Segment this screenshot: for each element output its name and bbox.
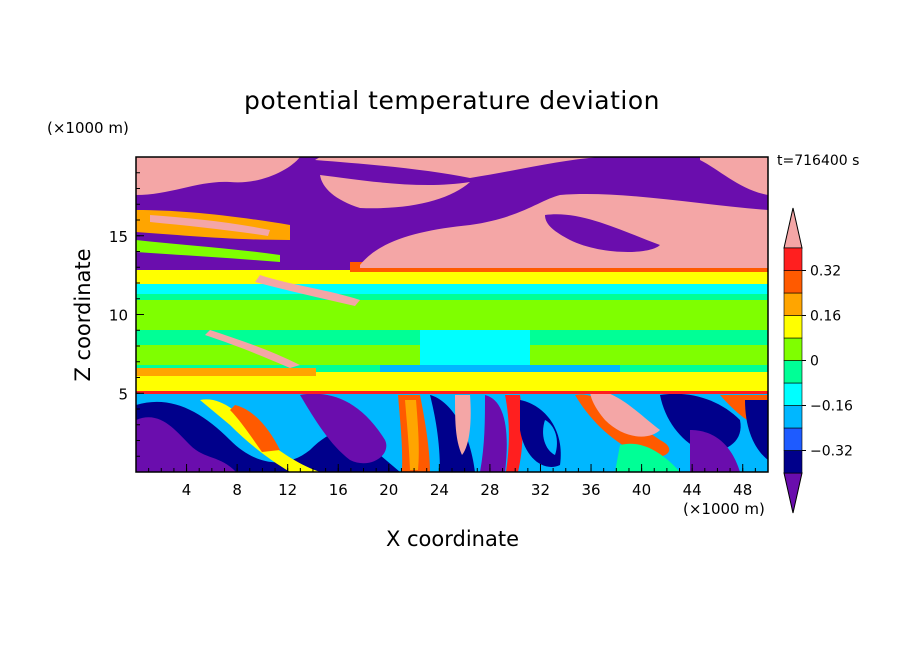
colorbar-label: −0.32: [810, 444, 853, 460]
colorbar-swatch: [783, 247, 803, 271]
lower-blob: [480, 395, 507, 472]
x-tick-label: 4: [182, 481, 192, 499]
field-layer: [136, 157, 768, 472]
colorbar-swatch: [783, 315, 803, 339]
lower-blob: [615, 443, 680, 472]
colorbar-min-arrow: [783, 472, 803, 514]
middle-band: [136, 368, 316, 376]
colorbar-swatch: [783, 405, 803, 429]
x-tick-label: 16: [329, 481, 348, 499]
x-tick-label: 28: [480, 481, 499, 499]
time-label: t=716400 s: [777, 153, 860, 169]
x-tick-label: 48: [733, 481, 752, 499]
lower-blob: [745, 400, 768, 460]
lower-blob: [455, 395, 471, 455]
upper-warm: [136, 157, 300, 195]
x-tick-label: 12: [278, 481, 297, 499]
colorbar-swatch: [783, 270, 803, 294]
lower-blob: [430, 395, 475, 472]
x-tick-label: 36: [581, 481, 600, 499]
colorbar-swatch: [783, 382, 803, 406]
lower-blob: [136, 417, 236, 472]
colorbar-label: 0.32: [810, 264, 841, 280]
middle-streak: [255, 275, 360, 306]
middle-band: [136, 300, 768, 330]
lower-blob: [690, 430, 740, 472]
interface-band: [136, 388, 768, 393]
colorbar-label: 0.16: [810, 309, 841, 325]
x-axis-label: X coordinate: [385, 527, 520, 551]
chart-title: potential temperature deviation: [244, 86, 660, 115]
y-tick-label: 10: [109, 307, 128, 325]
lower-blob: [300, 393, 387, 464]
upper-warm: [315, 157, 600, 178]
y-tick-label: 15: [109, 228, 128, 246]
upper-band: [150, 215, 270, 236]
x-tick-label: 24: [430, 481, 449, 499]
lower-blob: [543, 420, 557, 455]
lower-blob: [660, 393, 741, 452]
x-tick-label: 32: [531, 481, 550, 499]
x-axis-unit: (×1000 m): [683, 500, 765, 518]
colorbar-label: −0.16: [810, 399, 853, 415]
lower-blob: [505, 395, 523, 472]
x-tick-label: 8: [232, 481, 242, 499]
x-axis: 4 8 12 16 20 24 28 32 36 40 44 48: [148, 464, 756, 499]
y-tick-label: 5: [118, 385, 128, 403]
y-axis: 5 10 15: [109, 172, 144, 457]
x-tick-label: 20: [379, 481, 398, 499]
middle-pocket: [420, 330, 530, 365]
colorbar-swatch: [783, 292, 803, 316]
colorbar-label: 0: [810, 354, 819, 370]
lower-blob: [230, 405, 280, 452]
colorbar-max-arrow: [783, 207, 803, 249]
upper-cold: [545, 214, 660, 252]
colorbar-swatch: [783, 450, 803, 474]
upper-band: [136, 240, 280, 262]
colorbar-swatch: [783, 337, 803, 361]
upper-warm: [700, 157, 768, 195]
upper-warm: [320, 175, 470, 209]
colorbar-swatch: [783, 360, 803, 384]
y-axis-unit: (×1000 m): [47, 119, 129, 137]
middle-band: [136, 270, 768, 284]
lower-blob: [405, 400, 419, 470]
colorbar: −0.32 −0.16 0 0.16 0.32: [783, 207, 853, 514]
lower-blob: [590, 389, 660, 437]
middle-streak: [205, 330, 300, 368]
interface-band: [136, 391, 768, 394]
colorbar-swatch: [783, 427, 803, 451]
x-tick-label: 44: [683, 481, 702, 499]
x-tick-label: 40: [632, 481, 651, 499]
